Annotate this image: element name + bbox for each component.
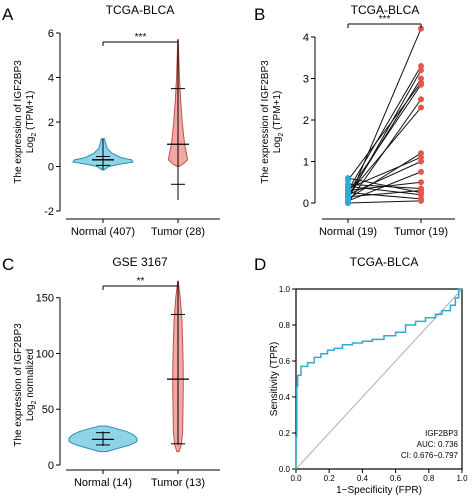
x-tick-label: Normal (14) — [74, 477, 132, 489]
y-tick-label: 0.8 — [279, 321, 291, 330]
chart-title: TCGA-BLCA — [351, 3, 420, 17]
normal-point — [345, 183, 351, 190]
pair-line — [347, 107, 422, 196]
panel-b-paired-chart: TCGA-BLCA The expression of IGF2BP3Log2 (… — [260, 3, 455, 238]
y-tick-label: 0.2 — [279, 429, 291, 438]
x-tick-label: 0.4 — [357, 474, 369, 483]
x-tick-label: 1.0 — [456, 474, 468, 483]
y-tick-label: 4 — [303, 32, 309, 44]
chart-title: GSE 3167 — [112, 255, 168, 269]
x-tick-label: 0.2 — [324, 474, 336, 483]
significance-label: *** — [379, 14, 391, 25]
y-tick-label: 2 — [303, 115, 309, 127]
tumor-point — [418, 81, 424, 88]
pair-line — [347, 190, 422, 198]
y-tick-label: 0.6 — [279, 357, 291, 366]
y-tick-label: 0 — [48, 460, 54, 472]
x-tick-label: 0.6 — [390, 474, 402, 483]
y-tick-label: 6 — [48, 28, 54, 40]
plot-frame — [295, 288, 463, 470]
panel-d-roc-chart: TCGA-BLCA0.00.00.20.20.40.40.60.60.80.81… — [269, 255, 468, 496]
pair-line — [347, 200, 422, 204]
x-tick-label: Normal (19) — [319, 226, 377, 238]
legend-text-1: AUC: 0.736 — [417, 440, 459, 449]
diagonal-reference-line — [295, 288, 463, 470]
tumor-point — [418, 25, 424, 32]
tumor-point — [418, 154, 424, 161]
tumor-point — [418, 96, 424, 103]
normal-point — [345, 175, 351, 182]
y-tick-label: 4 — [48, 73, 54, 85]
panel-letter-c: C — [2, 255, 14, 274]
chart-title: TCGA-BLCA — [350, 255, 419, 269]
pair-line — [347, 192, 422, 200]
pair-line — [347, 185, 422, 196]
tumor-point — [418, 191, 424, 198]
y-tick-label: 2 — [48, 117, 54, 129]
x-axis-label: 1−Specificity (FPR) — [336, 485, 422, 496]
y-tick-label: 3 — [303, 74, 309, 86]
pair-line — [347, 183, 422, 189]
tumor-point — [418, 168, 424, 175]
legend-text-0: IGF2BP3 — [425, 429, 458, 438]
y-tick-label: 0.4 — [279, 393, 291, 402]
x-tick-label: Normal (407) — [71, 226, 135, 238]
pair-line — [347, 156, 422, 189]
y-axis-label: Sensitivity (TPR) — [269, 342, 280, 416]
x-tick-label: Tumor (19) — [394, 226, 448, 238]
y-tick-label: 0 — [303, 198, 309, 210]
pair-line — [347, 177, 422, 194]
normal-point — [345, 200, 351, 206]
tumor-point — [418, 158, 424, 165]
chart-title: TCGA-BLCA — [106, 3, 175, 17]
y-tick-label: 150 — [36, 293, 54, 305]
tumor-point — [418, 75, 424, 82]
y-axis-label: The expression of IGF2BP3Log2 normalized — [13, 323, 38, 447]
pair-line — [347, 28, 422, 202]
panel-letter-b: B — [254, 5, 265, 24]
x-tick-label: 0.8 — [423, 474, 435, 483]
roc-curve — [295, 288, 462, 469]
x-tick-label: Tumor (13) — [151, 477, 205, 489]
tumor-point — [418, 63, 424, 70]
y-axis-label: The expression of IGF2BP3Log2 (TPM+1) — [13, 60, 38, 184]
pair-line — [347, 152, 422, 200]
pair-line — [347, 65, 422, 191]
tumor-point — [418, 150, 424, 157]
pair-line — [347, 84, 422, 193]
y-tick-label: 100 — [36, 348, 54, 360]
pair-line — [347, 82, 422, 181]
panel-letter-a: A — [2, 5, 14, 24]
pair-line — [347, 78, 422, 198]
y-tick-label: 50 — [42, 404, 54, 416]
tumor-point — [418, 179, 424, 186]
legend-text-2: CI: 0.676−0.797 — [401, 451, 459, 460]
normal-point — [345, 193, 351, 200]
significance-label: ** — [137, 276, 145, 287]
x-tick-label: Tumor (28) — [151, 226, 205, 238]
y-tick-label: 1 — [303, 157, 309, 169]
y-axis-label: The expression of IGF2BP3Log2 (TPM+1) — [260, 60, 285, 184]
y-tick-label: 0 — [48, 162, 54, 174]
significance-label: *** — [135, 32, 147, 43]
panel-letter-d: D — [254, 255, 266, 274]
tumor-point — [418, 195, 424, 202]
normal-point — [345, 189, 351, 196]
x-tick-label: 0.0 — [290, 474, 302, 483]
y-tick-label: -2 — [44, 206, 54, 218]
tumor-point — [418, 67, 424, 74]
panel-c-violin-chart: GSE 3167 The expression of IGF2BP3Log2 no… — [13, 255, 220, 489]
y-tick-label: 1.0 — [279, 285, 291, 294]
y-tick-label: 0.0 — [279, 465, 291, 474]
panel-a-violin-chart: TCGA-BLCA The expression of IGF2BP3Log2 (… — [13, 3, 220, 238]
tumor-point — [418, 104, 424, 111]
